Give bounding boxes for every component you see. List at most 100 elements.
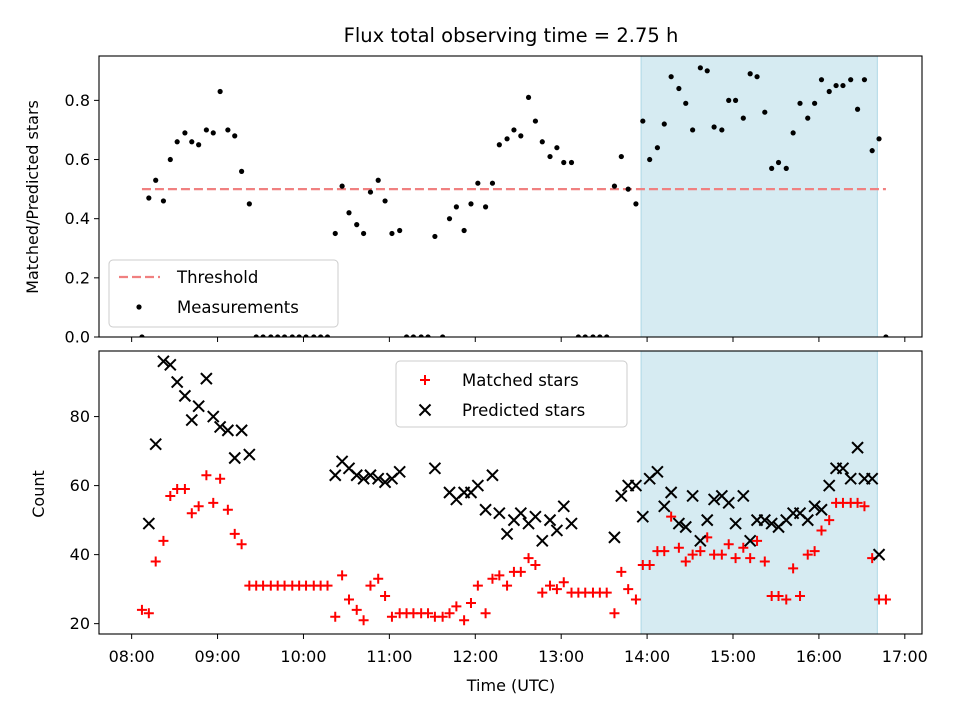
data-point xyxy=(745,553,756,564)
data-point xyxy=(200,372,213,385)
data-point xyxy=(618,153,624,160)
data-point xyxy=(210,130,216,136)
data-point xyxy=(611,183,618,189)
data-point xyxy=(207,410,220,423)
data-point xyxy=(876,136,882,142)
data-point xyxy=(367,189,374,195)
legend-predicted-swatch xyxy=(418,403,432,417)
data-point xyxy=(547,153,553,160)
data-point xyxy=(659,546,670,557)
data-point xyxy=(330,611,341,622)
data-point xyxy=(623,584,634,595)
data-point xyxy=(229,528,240,539)
data-point xyxy=(425,334,431,337)
data-point xyxy=(215,473,226,484)
data-point xyxy=(403,334,410,337)
data-point xyxy=(561,159,567,166)
data-point xyxy=(289,334,295,337)
data-point xyxy=(235,424,248,437)
data-point xyxy=(380,591,391,602)
y-tick-label: 20 xyxy=(70,614,90,633)
data-point xyxy=(795,591,806,602)
data-point xyxy=(802,549,813,560)
data-point xyxy=(869,148,875,154)
data-point xyxy=(601,587,612,598)
data-point xyxy=(551,584,562,595)
data-point xyxy=(575,334,581,337)
data-point xyxy=(616,566,627,577)
legend-1: Matched stars Predicted stars xyxy=(395,360,628,428)
y-tick-label: 0.0 xyxy=(65,328,90,347)
data-point xyxy=(848,77,854,83)
data-point xyxy=(459,615,470,626)
data-point xyxy=(239,168,245,174)
x-tick-label: 11:00 xyxy=(366,647,412,666)
data-point xyxy=(716,549,727,560)
data-point xyxy=(680,556,691,567)
data-point xyxy=(410,334,417,337)
data-point xyxy=(797,100,803,106)
data-point xyxy=(844,472,857,485)
data-point xyxy=(465,597,476,608)
data-point xyxy=(192,400,205,413)
data-point xyxy=(788,563,799,574)
data-point xyxy=(486,469,499,482)
data-point xyxy=(880,594,891,605)
legend-matched-label: Matched stars xyxy=(462,371,579,390)
data-point xyxy=(487,573,498,584)
x-tick-label: 16:00 xyxy=(796,647,842,666)
data-point xyxy=(451,601,462,612)
data-point xyxy=(493,506,506,520)
data-point xyxy=(590,334,596,337)
data-point xyxy=(351,604,362,615)
data-point xyxy=(824,515,835,526)
data-point xyxy=(872,548,886,561)
legend-frame xyxy=(395,360,628,428)
data-point xyxy=(754,74,760,80)
data-point xyxy=(690,127,696,133)
legend-measurements-label: Measurements xyxy=(177,298,299,317)
data-point xyxy=(189,139,195,145)
data-point xyxy=(565,517,578,530)
data-point xyxy=(722,496,735,510)
data-point xyxy=(732,97,739,103)
data-point xyxy=(232,133,238,139)
data-point xyxy=(378,475,392,489)
data-point xyxy=(687,549,698,560)
data-point xyxy=(453,204,459,210)
data-point xyxy=(758,513,771,527)
data-point xyxy=(769,165,775,171)
data-point xyxy=(752,535,763,546)
data-point xyxy=(694,534,707,548)
data-point xyxy=(444,608,455,619)
data-point xyxy=(743,534,757,548)
data-point xyxy=(365,580,376,591)
x-tick-label: 17:00 xyxy=(882,647,928,666)
data-point xyxy=(472,580,483,591)
data-point xyxy=(852,497,863,508)
data-point xyxy=(243,448,256,461)
x-tick-label: 09:00 xyxy=(194,647,240,666)
data-point xyxy=(816,525,827,536)
data-point xyxy=(851,441,864,454)
data-point xyxy=(332,230,338,237)
data-point xyxy=(801,513,814,527)
legend-frame xyxy=(108,259,339,328)
data-point xyxy=(225,127,231,133)
data-point xyxy=(545,580,556,591)
y-tick-label: 0.6 xyxy=(65,150,90,169)
plot-layer: 0.0 0.2 0.4 0.6 0.8 Threshold Measurements 20 40… xyxy=(65,55,928,666)
data-point xyxy=(701,513,714,527)
data-point xyxy=(142,517,156,530)
data-point xyxy=(179,484,190,495)
data-point xyxy=(203,127,209,133)
data-point xyxy=(157,355,170,368)
data-point xyxy=(704,68,710,74)
data-point xyxy=(496,142,502,148)
data-point xyxy=(679,520,692,534)
data-point xyxy=(511,127,517,133)
data-point xyxy=(296,334,302,337)
data-point xyxy=(397,227,403,234)
y-tick-label: 0.2 xyxy=(65,268,90,287)
data-point xyxy=(833,82,839,89)
